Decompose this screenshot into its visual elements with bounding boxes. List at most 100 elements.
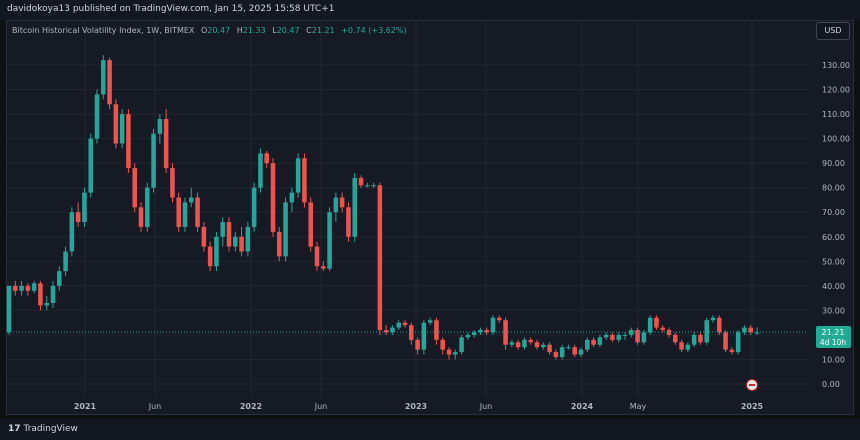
candle bbox=[258, 148, 263, 193]
candle-body bbox=[402, 322, 408, 326]
candle-body bbox=[163, 118, 169, 169]
candle bbox=[465, 332, 471, 340]
x-tick-label: Jun bbox=[314, 402, 328, 411]
candle bbox=[685, 342, 691, 353]
candle bbox=[308, 197, 313, 252]
x-tick-label: May bbox=[630, 402, 647, 411]
candle bbox=[629, 327, 634, 338]
x-tick-label: 2024 bbox=[571, 402, 594, 411]
candle-body bbox=[132, 168, 137, 208]
candle bbox=[654, 315, 659, 331]
candle-body bbox=[176, 197, 181, 227]
candle-body bbox=[654, 317, 659, 328]
candle-body bbox=[459, 337, 464, 353]
candle bbox=[610, 332, 615, 343]
candle bbox=[75, 202, 81, 227]
chart-legend: Bitcoin Historical Volatility Index, 1W,… bbox=[12, 26, 407, 35]
candle bbox=[509, 339, 515, 348]
candle bbox=[572, 344, 577, 358]
candle-body bbox=[396, 322, 401, 328]
currency-button[interactable]: USD bbox=[816, 22, 850, 40]
candle bbox=[622, 332, 628, 340]
candle-body bbox=[409, 325, 414, 340]
candle-body bbox=[346, 207, 351, 237]
candle-body bbox=[88, 138, 93, 193]
candle bbox=[13, 280, 18, 296]
candle-body bbox=[666, 330, 672, 335]
candle-body bbox=[69, 212, 75, 252]
candle bbox=[453, 349, 458, 360]
candle bbox=[295, 153, 301, 198]
candle bbox=[754, 327, 760, 335]
candle bbox=[157, 114, 163, 144]
candle bbox=[352, 172, 357, 242]
candle-body bbox=[308, 202, 313, 247]
candle-body bbox=[277, 231, 282, 257]
candle bbox=[691, 332, 697, 348]
candle-body bbox=[465, 334, 471, 338]
y-tick-label: 0.00 bbox=[822, 380, 840, 389]
y-tick-label: 100.00 bbox=[822, 135, 850, 144]
candle bbox=[88, 133, 93, 198]
candle-body bbox=[566, 347, 571, 349]
candle-body bbox=[616, 334, 621, 340]
candle-body bbox=[559, 347, 565, 358]
candle bbox=[277, 226, 282, 262]
candle-body bbox=[94, 94, 100, 139]
tradingview-logo-icon[interactable]: 17 TradingView bbox=[8, 424, 78, 434]
y-tick-label: 120.00 bbox=[822, 86, 850, 95]
candle bbox=[635, 327, 640, 345]
candle bbox=[541, 342, 546, 350]
candle bbox=[220, 217, 225, 247]
candle bbox=[327, 207, 332, 272]
candle-body bbox=[415, 339, 420, 350]
candle-body bbox=[138, 207, 144, 227]
candle-body bbox=[509, 342, 515, 345]
candle bbox=[553, 349, 559, 360]
candle-body bbox=[201, 226, 207, 247]
y-tick-label: 30.00 bbox=[822, 306, 845, 315]
candle-body bbox=[365, 185, 370, 187]
candle bbox=[742, 325, 747, 335]
candle-body bbox=[226, 222, 232, 247]
candle-body bbox=[207, 246, 213, 267]
candle-body bbox=[553, 352, 559, 358]
candle bbox=[365, 182, 370, 188]
candle-body bbox=[572, 347, 577, 355]
candle-body bbox=[258, 153, 263, 188]
publisher-info: davidokoya13 published on TradingView.co… bbox=[7, 4, 335, 14]
candle bbox=[591, 337, 596, 348]
candle-body bbox=[82, 192, 87, 223]
candle-body bbox=[170, 168, 175, 198]
candle-body bbox=[195, 197, 200, 227]
candle bbox=[559, 344, 565, 360]
candle bbox=[660, 325, 665, 333]
change-value: +0.74 (+3.62%) bbox=[341, 26, 407, 35]
candle bbox=[333, 192, 339, 223]
x-tick-label: 2021 bbox=[74, 402, 97, 411]
candle bbox=[497, 315, 502, 323]
x-axis: 2021 Jun 2022 Jun 2023 Jun 2024 May 2025 bbox=[74, 402, 764, 411]
candle bbox=[233, 231, 238, 252]
us-flag-event-icon[interactable] bbox=[746, 379, 758, 391]
candle bbox=[289, 187, 295, 213]
candle bbox=[459, 334, 464, 355]
candle bbox=[446, 347, 452, 360]
open-label: O bbox=[201, 26, 208, 35]
candle-body bbox=[371, 185, 376, 187]
candle bbox=[163, 109, 169, 173]
candle-body bbox=[251, 187, 257, 227]
candle-body bbox=[157, 118, 163, 134]
candle-body bbox=[327, 212, 332, 269]
candle bbox=[189, 187, 194, 208]
candle bbox=[182, 197, 188, 232]
candle bbox=[585, 337, 590, 353]
candle-body bbox=[578, 349, 584, 355]
candle bbox=[138, 202, 144, 232]
candle bbox=[471, 330, 477, 338]
candle bbox=[647, 315, 653, 335]
candle bbox=[251, 182, 257, 232]
candle-body bbox=[503, 320, 508, 345]
candle-body bbox=[289, 192, 295, 203]
